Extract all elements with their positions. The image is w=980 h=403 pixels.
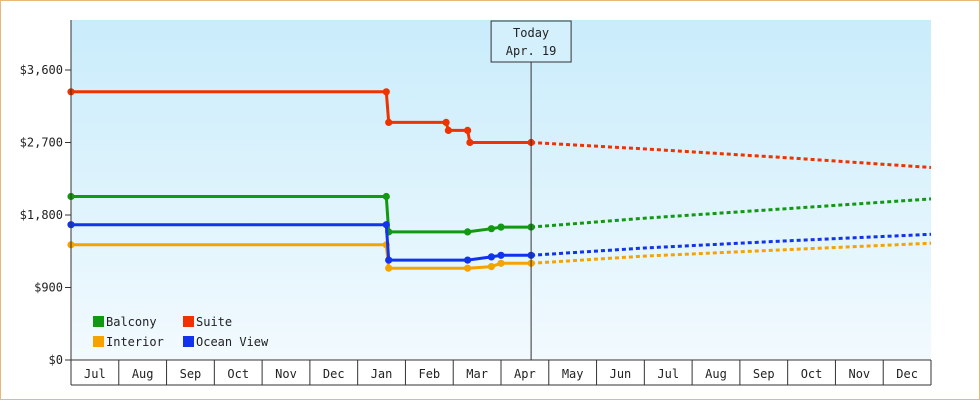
- x-tick-label: Mar: [466, 367, 488, 381]
- x-tick-label: Dec: [896, 367, 918, 381]
- today-date: Apr. 19: [506, 44, 557, 58]
- data-point-ocean-view: [382, 221, 390, 229]
- y-tick-label: $1,800: [20, 208, 63, 222]
- y-tick-label: $3,600: [20, 63, 63, 77]
- plot-area: [71, 20, 931, 360]
- legend: Balcony Suite Interior Ocean View: [93, 315, 269, 349]
- axis-layer: $0 $900 $1,800 $2,700 $3,600 Jul Aug Sep Oct Nov D…: [20, 20, 932, 386]
- y-tick-label: $0: [49, 353, 63, 367]
- legend-swatch-ocean-view: [183, 336, 194, 347]
- x-tick-label: Jun: [610, 367, 632, 381]
- y-tick-label: $900: [34, 281, 63, 295]
- data-point-ocean-view: [385, 256, 393, 264]
- data-point-suite: [464, 126, 472, 134]
- data-point-ocean-view: [497, 251, 505, 259]
- legend-swatch-balcony: [93, 316, 104, 327]
- x-tick-label: Jul: [657, 367, 679, 381]
- forecast-line-balcony: [530, 197, 932, 229]
- data-point-suite: [385, 118, 393, 126]
- data-point-suite: [382, 88, 390, 96]
- x-tick-label: Oct: [227, 367, 249, 381]
- data-point-interior: [487, 263, 495, 271]
- x-tick-label: Sep: [753, 367, 775, 381]
- x-tick-label: Dec: [323, 367, 345, 381]
- forecast-line-ocean-view: [531, 232, 932, 257]
- x-tick-label: Aug: [705, 367, 727, 381]
- data-point-balcony: [464, 228, 472, 236]
- legend-swatch-interior: [93, 336, 104, 347]
- legend-label-suite: Suite: [196, 315, 232, 329]
- today-box: [490, 20, 572, 63]
- x-tick-label: Apr: [514, 367, 536, 381]
- data-point-ocean-view: [487, 253, 495, 261]
- x-tick-label: Jan: [371, 367, 393, 381]
- today-layer: Today Apr. 19: [490, 20, 572, 360]
- forecast-line-suite: [531, 141, 932, 169]
- data-point-interior: [385, 264, 393, 272]
- x-tick-label: Sep: [180, 367, 202, 381]
- legend-label-ocean-view: Ocean View: [196, 335, 269, 349]
- x-tick-label: Feb: [418, 367, 440, 381]
- data-point-interior: [497, 259, 505, 267]
- data-point-balcony: [497, 223, 505, 231]
- forecast-line-interior: [531, 241, 932, 265]
- x-tick-label: Nov: [275, 367, 297, 381]
- x-tick-label: May: [562, 367, 584, 381]
- x-tick-label: Oct: [801, 367, 823, 381]
- data-point-balcony: [382, 192, 390, 201]
- data-point-interior: [464, 264, 472, 272]
- legend-label-interior: Interior: [106, 335, 164, 349]
- data-point-suite: [444, 126, 452, 134]
- legend-label-balcony: Balcony: [106, 315, 157, 329]
- legend-swatch-suite: [183, 316, 194, 327]
- y-tick-label: $2,700: [20, 136, 63, 150]
- x-tick-label: Aug: [132, 367, 154, 381]
- x-tick-label: Jul: [84, 367, 106, 381]
- data-point-ocean-view: [464, 256, 472, 264]
- data-point-balcony: [487, 225, 495, 233]
- x-tick-label: Nov: [848, 367, 870, 381]
- data-point-suite: [466, 138, 474, 147]
- today-label: Today: [513, 26, 549, 40]
- data-point-suite: [442, 118, 450, 126]
- series-layer: [67, 88, 932, 272]
